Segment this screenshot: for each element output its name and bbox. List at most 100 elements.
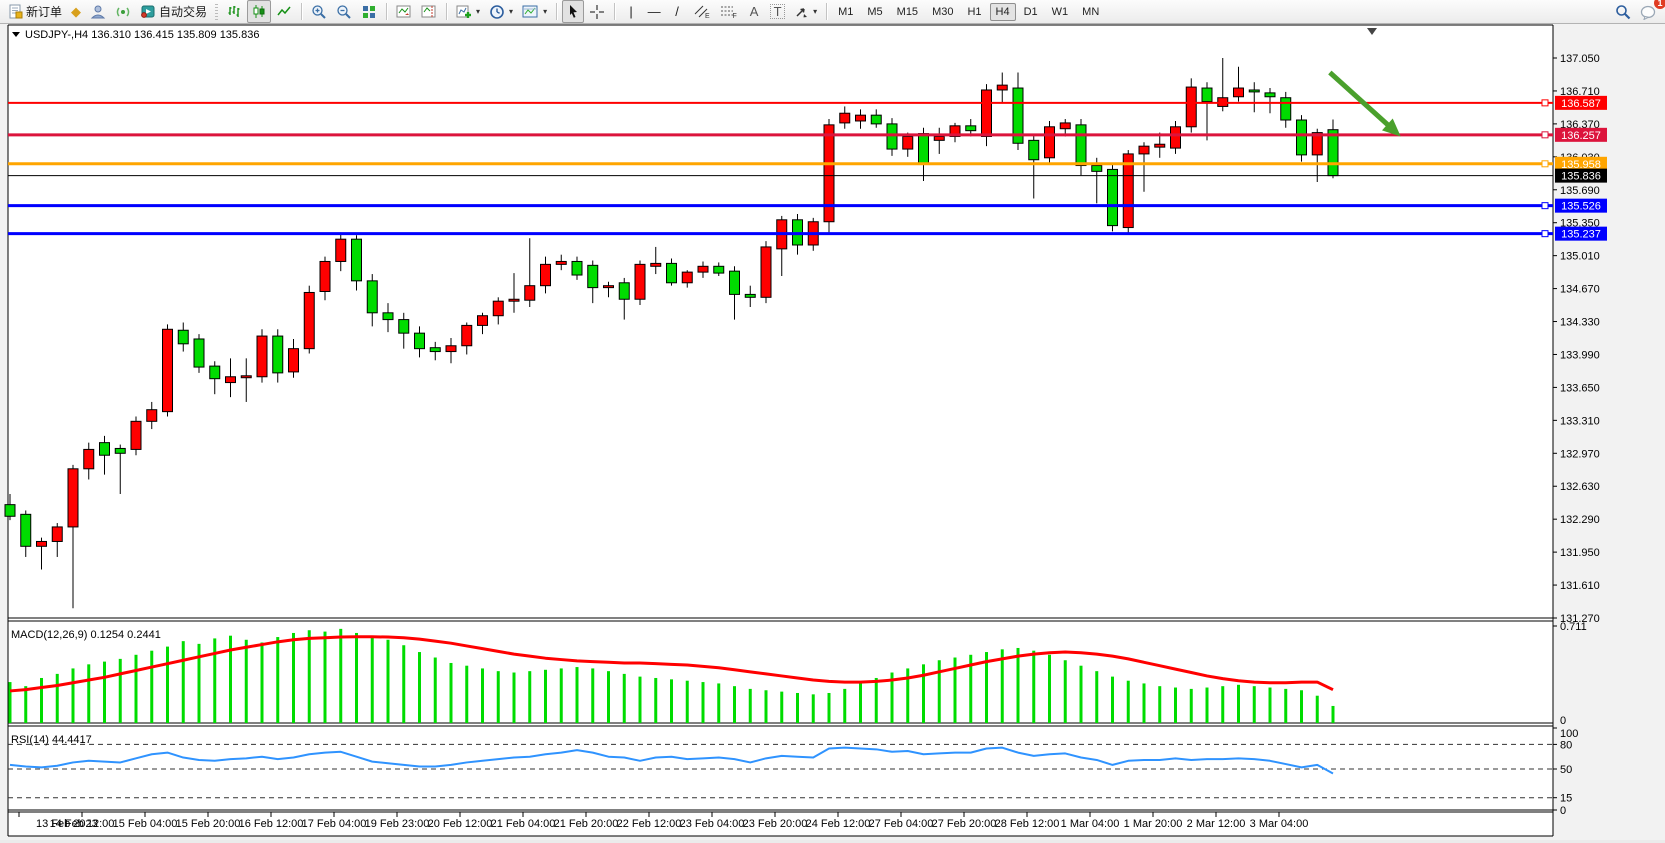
arrows-icon (796, 7, 808, 17)
bar-chart-icon (228, 6, 240, 17)
candle (1264, 92, 1276, 98)
candle (225, 376, 236, 384)
arrows-tool-button[interactable]: ▾ (790, 0, 821, 23)
candle (146, 409, 158, 422)
new-order-button[interactable]: 新订单 (4, 0, 66, 23)
candlestick-mode-button[interactable] (247, 0, 272, 23)
profile-button[interactable] (86, 0, 110, 23)
trend-arrow-annotation[interactable] (1328, 70, 1401, 137)
trendline-tool-button[interactable]: / (666, 0, 688, 23)
timeframe-h4[interactable]: H4 (989, 2, 1016, 21)
chart-window: 137.050136.710136.370136.030135.690135.3… (0, 24, 1665, 840)
template-icon (522, 5, 538, 18)
template-button[interactable]: ▾ (518, 0, 551, 23)
candle (697, 265, 709, 273)
search-button[interactable] (1611, 0, 1635, 23)
candle (902, 135, 914, 150)
auto-scroll-button[interactable] (392, 0, 416, 23)
svg-text:20 Feb 12:00: 20 Feb 12:00 (428, 818, 493, 830)
candle (1280, 97, 1292, 121)
hline-handle[interactable] (1541, 202, 1549, 210)
candle (508, 298, 520, 302)
line-chart-mode-button[interactable] (272, 0, 296, 23)
svg-text:133.650: 133.650 (1560, 382, 1600, 394)
timeframe-m1[interactable]: M1 (838, 5, 854, 18)
tile-windows-icon (363, 6, 376, 18)
candle (83, 448, 95, 470)
vertical-line-tool-button[interactable]: | (620, 0, 642, 23)
svg-text:23 Feb 04:00: 23 Feb 04:00 (680, 818, 745, 830)
add-indicator-button[interactable]: ▾ (452, 0, 484, 23)
cursor-tool-button[interactable] (562, 0, 585, 23)
macd-label: MACD(12,26,9) 0.1254 0.2441 (11, 629, 161, 641)
timeframe-m5[interactable]: M5 (867, 5, 883, 18)
candle (760, 246, 772, 298)
toolbar-separator (386, 3, 388, 20)
signal-button[interactable] (111, 0, 135, 23)
label-tool-button[interactable]: T (766, 0, 789, 23)
timeframe-m30[interactable]: M30 (932, 5, 954, 18)
timeframe-mn[interactable]: MN (1082, 5, 1100, 18)
hline-price-label (1555, 95, 1607, 110)
candle (492, 300, 504, 317)
candle (996, 84, 1008, 91)
candle (744, 293, 756, 298)
chart-shift-marker[interactable] (1367, 28, 1377, 35)
svg-text:E: E (705, 13, 710, 19)
zoom-in-button[interactable] (307, 0, 331, 23)
hline-handle[interactable] (1541, 99, 1549, 107)
timeframe-d1[interactable]: D1 (1023, 5, 1038, 18)
hline-handle[interactable] (1541, 160, 1549, 168)
toolbar-separator (614, 3, 616, 20)
candle (1170, 126, 1181, 149)
candle (571, 260, 583, 276)
candle (67, 468, 79, 528)
svg-text:27 Feb 20:00: 27 Feb 20:00 (932, 818, 997, 830)
svg-text:50: 50 (1560, 764, 1572, 776)
candle (1233, 87, 1244, 98)
candle (1327, 129, 1339, 177)
svg-text:15 Feb 04:00: 15 Feb 04:00 (113, 818, 178, 830)
candle (351, 238, 362, 282)
chart-shift-button[interactable] (417, 0, 441, 23)
toolbar-separator (446, 3, 448, 20)
rsi-label: RSI(14) 44.4417 (11, 734, 92, 746)
toolbar-separator (556, 3, 558, 20)
svg-text:132.630: 132.630 (1560, 481, 1600, 493)
horizontal-line-tool-button[interactable]: — (643, 0, 665, 23)
timeframe-h1[interactable]: H1 (967, 5, 982, 18)
chart-canvas[interactable]: 137.050136.710136.370136.030135.690135.3… (0, 24, 1665, 840)
candle (288, 348, 299, 373)
svg-text:1 Mar 04:00: 1 Mar 04:00 (1061, 818, 1120, 830)
candle (461, 324, 473, 347)
candle (1107, 168, 1118, 227)
fibonacci-tool-button[interactable]: F (716, 0, 742, 23)
svg-text:135.526: 135.526 (1561, 201, 1601, 213)
new-order-icon (9, 4, 23, 19)
text-tool-button[interactable]: A (743, 0, 765, 23)
collapse-triangle-icon[interactable] (12, 32, 20, 37)
crosshair-tool-button[interactable] (585, 0, 609, 23)
bar-chart-mode-button[interactable] (222, 0, 246, 23)
candle (272, 335, 284, 374)
candle (99, 442, 110, 456)
period-button[interactable]: ▾ (485, 0, 517, 23)
dropdown-icon: ▾ (476, 7, 481, 16)
hline-handle[interactable] (1541, 230, 1549, 238)
candle (1296, 119, 1307, 156)
timeframe-w1[interactable]: W1 (1051, 5, 1069, 18)
chat-icon (1640, 5, 1656, 20)
hline-price-label (1555, 127, 1607, 142)
hline-handle[interactable] (1541, 131, 1549, 139)
timeframe-m15[interactable]: M15 (896, 5, 919, 18)
candle (303, 291, 315, 350)
zoom-out-button[interactable] (332, 0, 356, 23)
channel-tool-button[interactable]: E (689, 0, 715, 23)
chart-wizard-button[interactable]: ◆ (67, 0, 85, 23)
tile-windows-button[interactable] (357, 0, 381, 23)
auto-trading-button[interactable]: 自动交易 (136, 0, 211, 23)
candle (114, 447, 126, 454)
chat-button[interactable]: 1 (1636, 0, 1665, 23)
